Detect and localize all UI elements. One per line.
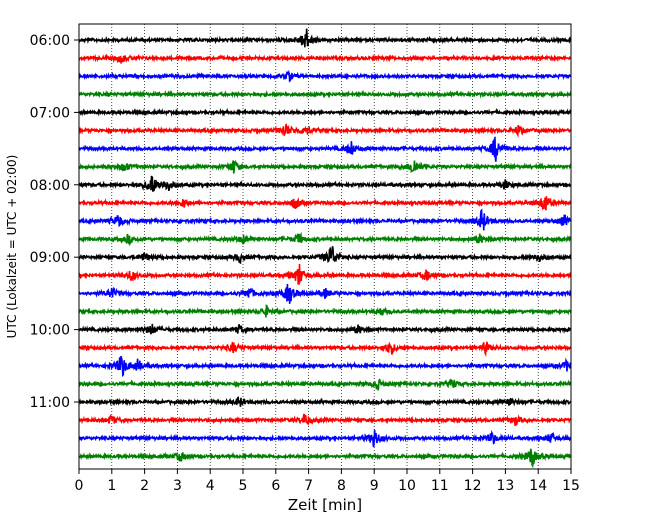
- x-tick-label: 15: [562, 478, 580, 494]
- x-tick-label: 2: [140, 478, 149, 494]
- x-tick-label: 1: [107, 478, 116, 494]
- trace-row-0715: [78, 123, 572, 138]
- trace-row-0945: [78, 304, 572, 318]
- trace-row-0830: [78, 208, 572, 231]
- x-gridlines: [111, 24, 539, 469]
- x-tick-label: 0: [75, 478, 84, 494]
- x-tick-label: 11: [431, 478, 449, 494]
- trace-row-0730: [78, 136, 572, 162]
- x-axis-title: Zeit [min]: [288, 496, 362, 514]
- trace-group: [78, 28, 572, 469]
- x-tick-label: 5: [239, 478, 248, 494]
- trace-row-1145: [78, 448, 572, 469]
- trace-row-0600: [78, 28, 572, 48]
- y-tick-label: 06:00: [30, 33, 70, 49]
- trace-row-1115: [78, 413, 572, 427]
- trace-row-0700: [78, 107, 572, 117]
- y-axis-title: UTC (Lokalzeit = UTC + 02:00): [5, 155, 19, 339]
- x-tick-label: 12: [464, 478, 482, 494]
- y-tick-label: 08:00: [30, 178, 70, 194]
- x-tick-label: 4: [206, 478, 215, 494]
- trace-row-1130: [78, 429, 572, 448]
- trace-row-0800: [78, 175, 572, 192]
- trace-row-1045: [78, 378, 572, 391]
- x-tick-label: 6: [271, 478, 280, 494]
- x-tick-label: 8: [337, 478, 346, 494]
- trace-row-0615: [78, 53, 572, 64]
- y-tick-label: 10:00: [30, 323, 70, 339]
- x-tick-label: 14: [529, 478, 547, 494]
- trace-row-0745: [78, 159, 572, 174]
- trace-row-0645: [78, 89, 572, 99]
- trace-row-1100: [78, 396, 572, 407]
- trace-row-0815: [78, 196, 572, 211]
- trace-row-0900: [78, 246, 572, 265]
- y-tick-label: 09:00: [30, 250, 70, 266]
- trace-row-0915: [78, 264, 572, 285]
- x-tick-label: 3: [173, 478, 182, 494]
- trace-row-1030: [78, 355, 572, 378]
- x-tick-label: 13: [496, 478, 514, 494]
- x-tick-label: 9: [370, 478, 379, 494]
- trace-row-0930: [78, 283, 572, 304]
- trace-row-1000: [78, 323, 572, 335]
- trace-row-0845: [78, 231, 572, 247]
- y-tick-label: 11:00: [30, 395, 70, 411]
- x-tick-label: 10: [398, 478, 416, 494]
- plot-frame: [78, 23, 572, 470]
- y-tick-label: 07:00: [30, 105, 70, 121]
- trace-row-0630: [78, 69, 572, 83]
- x-tick-label: 7: [304, 478, 313, 494]
- trace-row-1015: [78, 341, 572, 357]
- x-axis-ticks: 0 1 2 3 4 5 6 7 8 9 10 11 12 13 14 15: [75, 469, 580, 494]
- y-axis-ticks: 06:00 07:00 08:00 09:00 10:00 11:00: [30, 33, 79, 411]
